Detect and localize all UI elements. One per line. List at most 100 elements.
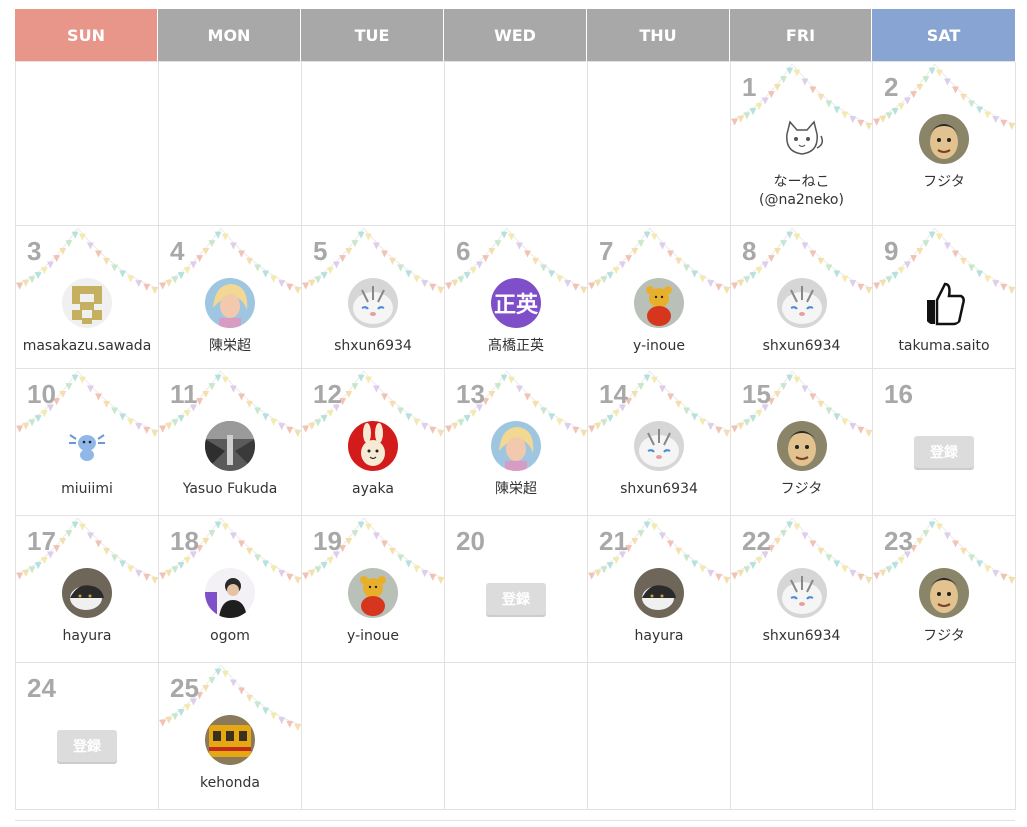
street-photo-avatar[interactable] bbox=[205, 421, 255, 471]
weekday-header-row: SUN MON TUE WED THU FRI SAT bbox=[15, 9, 1015, 61]
calendar-entry[interactable]: shxun6934 bbox=[588, 421, 730, 498]
calendar-entry[interactable]: フジタ bbox=[731, 421, 872, 498]
user-name-link[interactable]: 陳栄超 bbox=[495, 481, 537, 497]
calendar-entry[interactable]: フジタ bbox=[873, 114, 1015, 191]
user-name-link[interactable]: フジタ bbox=[780, 481, 823, 497]
calendar-day-24[interactable]: 24 登録 bbox=[16, 663, 159, 810]
tram-photo-avatar[interactable] bbox=[205, 715, 255, 765]
white-cat-avatar[interactable] bbox=[776, 278, 827, 328]
calendar-entry[interactable]: 陳栄超 bbox=[159, 278, 301, 355]
calendar-day-13[interactable]: 13 陳栄超 bbox=[445, 369, 588, 516]
calendar-day-2[interactable]: 2 フジタ bbox=[873, 62, 1016, 226]
user-name-link[interactable]: shxun6934 bbox=[334, 338, 412, 354]
user-name-link[interactable]: hayura bbox=[62, 628, 112, 644]
calendar-entry[interactable]: shxun6934 bbox=[731, 278, 872, 355]
pixel-identicon-avatar[interactable] bbox=[62, 278, 112, 328]
calendar-day-11[interactable]: 11 Yasuo Fukuda bbox=[159, 369, 302, 516]
calendar-entry[interactable]: ogom bbox=[159, 568, 301, 645]
calendar-entry[interactable]: 正英 髙橋正英 bbox=[445, 278, 587, 355]
user-name-link[interactable]: shxun6934 bbox=[762, 628, 841, 644]
register-button[interactable]: 登録 bbox=[486, 583, 546, 615]
user-name-link[interactable]: takuma.saito bbox=[898, 338, 990, 354]
calendar-entry[interactable]: hayura bbox=[16, 568, 158, 645]
user-name-link[interactable]: なーねこ (@na2neko) bbox=[759, 174, 844, 208]
user-name-link[interactable]: フジタ bbox=[923, 174, 965, 190]
calendar-entry[interactable]: フジタ bbox=[873, 568, 1015, 645]
user-name-link[interactable]: masakazu.sawada bbox=[22, 338, 152, 354]
calendar-entry[interactable]: y-inoue bbox=[588, 278, 730, 355]
weekday-header-fri: FRI bbox=[730, 9, 872, 61]
calendar-entry[interactable]: kehonda bbox=[159, 715, 301, 792]
calendar-entry[interactable]: hayura bbox=[588, 568, 730, 645]
bunting-decoration bbox=[302, 517, 444, 584]
calendar-day-17[interactable]: 17 hayura bbox=[16, 516, 159, 663]
calendar-entry[interactable]: masakazu.sawada bbox=[16, 278, 158, 355]
plush-bear-avatar[interactable] bbox=[348, 568, 398, 618]
white-cat-avatar[interactable] bbox=[348, 278, 398, 328]
calendar-day-4[interactable]: 4 陳栄超 bbox=[159, 226, 302, 369]
calendar-day-6[interactable]: 6 正英 髙橋正英 bbox=[445, 226, 588, 369]
blonde-portrait-avatar[interactable] bbox=[205, 278, 255, 328]
calendar-day-5[interactable]: 5 shxun6934 bbox=[302, 226, 445, 369]
kanji-initials-avatar[interactable]: 正英 bbox=[491, 278, 541, 328]
user-name-link[interactable]: フジタ bbox=[923, 628, 965, 644]
user-name-link[interactable]: hayura bbox=[634, 628, 684, 644]
user-name-link[interactable]: ogom bbox=[210, 628, 250, 644]
calendar-entry[interactable]: shxun6934 bbox=[302, 278, 444, 355]
cat-photo-avatar[interactable] bbox=[62, 568, 112, 618]
user-name-link[interactable]: Yasuo Fukuda bbox=[182, 481, 278, 497]
user-name-link[interactable]: kehonda bbox=[200, 775, 260, 791]
thumbs-up-avatar[interactable] bbox=[919, 278, 969, 328]
user-name-link[interactable]: shxun6934 bbox=[620, 481, 698, 497]
plush-bear-avatar[interactable] bbox=[634, 278, 684, 328]
calendar-day-14[interactable]: 14 shxun6934 bbox=[588, 369, 731, 516]
calendar-empty-cell bbox=[16, 62, 159, 226]
calendar-day-21[interactable]: 21 hayura bbox=[588, 516, 731, 663]
user-name-link[interactable]: y-inoue bbox=[633, 338, 685, 354]
axolotl-avatar[interactable] bbox=[62, 421, 112, 471]
user-name-link[interactable]: ayaka bbox=[352, 481, 394, 497]
user-name-link[interactable]: shxun6934 bbox=[762, 338, 841, 354]
calendar-day-25[interactable]: 25 kehonda bbox=[159, 663, 302, 810]
calendar-day-22[interactable]: 22 shxun6934 bbox=[731, 516, 873, 663]
calendar-day-12[interactable]: 12 ayaka bbox=[302, 369, 445, 516]
calendar-day-19[interactable]: 19 y-inoue bbox=[302, 516, 445, 663]
calendar-day-20[interactable]: 20 登録 bbox=[445, 516, 588, 663]
calendar-day-9[interactable]: 9 takuma.saito bbox=[873, 226, 1016, 369]
calendar-entry[interactable]: shxun6934 bbox=[731, 568, 872, 645]
calendar-day-18[interactable]: 18 ogom bbox=[159, 516, 302, 663]
user-name-link[interactable]: y-inoue bbox=[347, 628, 399, 644]
calendar-empty-cell bbox=[445, 62, 588, 226]
caricature-avatar[interactable] bbox=[776, 421, 827, 471]
blonde-portrait-avatar[interactable] bbox=[491, 421, 541, 471]
cat-drawing-avatar[interactable] bbox=[776, 114, 827, 164]
calendar-day-10[interactable]: 10 miuiimi bbox=[16, 369, 159, 516]
calendar-day-7[interactable]: 7 y-inoue bbox=[588, 226, 731, 369]
calendar-day-23[interactable]: 23 フジタ bbox=[873, 516, 1016, 663]
calendar-entry[interactable]: 陳栄超 bbox=[445, 421, 587, 498]
cat-photo-avatar[interactable] bbox=[634, 568, 684, 618]
user-name-link[interactable]: 陳栄超 bbox=[209, 338, 251, 354]
white-cat-avatar[interactable] bbox=[776, 568, 827, 618]
calendar-entry[interactable]: miuiimi bbox=[16, 421, 158, 498]
calendar-entry[interactable]: Yasuo Fukuda bbox=[159, 421, 301, 498]
calendar-day-8[interactable]: 8 shxun6934 bbox=[731, 226, 873, 369]
calendar-entry[interactable]: y-inoue bbox=[302, 568, 444, 645]
calendar-entry[interactable]: ayaka bbox=[302, 421, 444, 498]
caricature-avatar[interactable] bbox=[919, 114, 969, 164]
rabbit-illustration-avatar[interactable] bbox=[348, 421, 398, 471]
calendar-day-3[interactable]: 3 masakazu.sawada bbox=[16, 226, 159, 369]
calendar-day-16[interactable]: 16 登録 bbox=[873, 369, 1016, 516]
person-photo-avatar[interactable] bbox=[205, 568, 255, 618]
calendar-entry[interactable]: なーねこ (@na2neko) bbox=[731, 114, 872, 209]
user-name-link[interactable]: 髙橋正英 bbox=[488, 338, 544, 354]
calendar-entry[interactable]: takuma.saito bbox=[873, 278, 1015, 355]
register-button[interactable]: 登録 bbox=[914, 436, 974, 468]
calendar-day-1[interactable]: 1 なーねこ (@na2neko) bbox=[731, 62, 873, 226]
calendar-day-15[interactable]: 15 フジタ bbox=[731, 369, 873, 516]
register-button[interactable]: 登録 bbox=[57, 730, 117, 762]
caricature-avatar[interactable] bbox=[919, 568, 969, 618]
white-cat-avatar[interactable] bbox=[634, 421, 684, 471]
weekday-header-thu: THU bbox=[587, 9, 730, 61]
user-name-link[interactable]: miuiimi bbox=[61, 481, 113, 497]
